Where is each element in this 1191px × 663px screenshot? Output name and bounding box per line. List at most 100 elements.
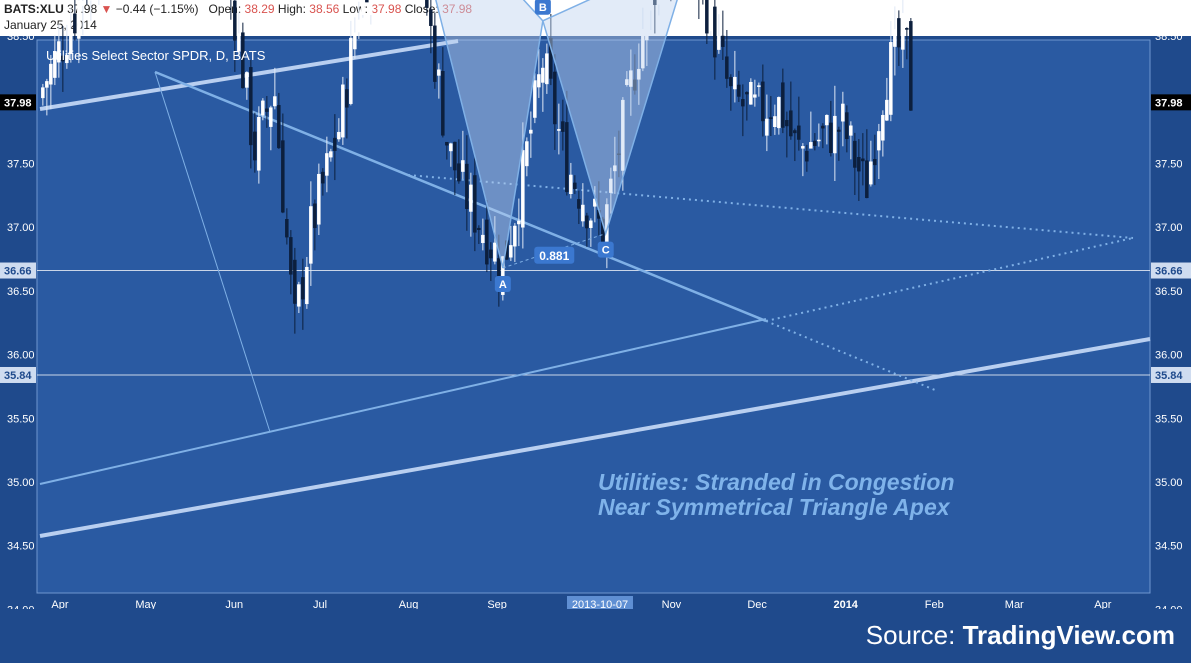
candle-body — [585, 215, 589, 229]
candle-body — [769, 117, 773, 119]
candle-body — [349, 37, 353, 104]
candle-body — [81, 1, 85, 6]
candle-body — [305, 266, 309, 305]
annotation-line-2: Near Symmetrical Triangle Apex — [598, 494, 950, 520]
y-tick-label-left: 35.50 — [7, 413, 35, 425]
pattern-point-badge — [494, 275, 511, 292]
price-tag-left — [0, 94, 36, 111]
x-tick-label: Mar — [1005, 599, 1024, 611]
candle-body — [333, 137, 337, 151]
x-tick-label: Apr — [1094, 599, 1111, 611]
candle-body — [549, 37, 553, 79]
candle-body — [237, 33, 241, 52]
candle-body — [269, 107, 273, 127]
y-tick-label-right: 35.00 — [1155, 477, 1183, 489]
candle-body — [569, 174, 573, 194]
candle-body — [509, 245, 513, 258]
candle-body — [477, 227, 481, 230]
candle-body — [565, 122, 569, 193]
y-tick-label-right: 37.00 — [1155, 222, 1183, 234]
candle-body — [637, 68, 641, 80]
y-tick-label-right: 35.50 — [1155, 413, 1183, 425]
candle-body — [897, 18, 901, 48]
open-value: 38.29 — [244, 2, 275, 16]
source-prefix: Source: — [865, 620, 963, 650]
x-tick-label: Nov — [662, 599, 682, 611]
x-tick-label: Apr — [51, 599, 68, 611]
candle-body — [729, 77, 733, 87]
chart-panel — [36, 39, 1151, 594]
candle-body — [641, 28, 645, 69]
price-tag-right-text: 35.84 — [1155, 370, 1183, 382]
candle-body — [489, 249, 493, 259]
triangle-resistance-line — [154, 70, 767, 323]
candle-body — [841, 103, 845, 122]
candle-body — [57, 41, 61, 63]
candle-body — [553, 71, 557, 125]
y-tick-label-right: 38.50 — [1155, 31, 1183, 43]
candle-body — [541, 67, 545, 83]
candle-body — [249, 67, 253, 146]
triangle-support-line — [39, 318, 767, 485]
candle-body — [77, 0, 81, 39]
candle-body — [361, 0, 365, 16]
candle-body — [425, 0, 429, 8]
y-tick-label-left: 34.50 — [7, 541, 35, 553]
candle-body — [889, 42, 893, 115]
candle-body — [781, 82, 785, 128]
candle-body — [801, 146, 805, 149]
candle-body — [441, 71, 445, 136]
x-highlight-label: 2013-10-07 — [572, 599, 628, 611]
source-brand[interactable]: TradingView.com — [962, 620, 1175, 650]
candle-body — [369, 0, 373, 16]
candle-body — [869, 161, 873, 185]
candle-body — [45, 81, 49, 88]
price-tag-left — [0, 262, 36, 279]
price-tag-left — [0, 366, 36, 383]
y-tick-label-left: 38.50 — [7, 31, 35, 43]
candle-body — [285, 219, 289, 238]
candle-body — [633, 79, 637, 91]
candle-body — [73, 13, 77, 34]
candle-body — [265, 108, 269, 112]
symbol-label[interactable]: BATS:XLU — [4, 2, 64, 16]
candle-body — [629, 70, 633, 87]
candle-body — [805, 150, 809, 162]
candle-body — [517, 220, 521, 225]
x-highlight-box — [566, 596, 633, 612]
pattern-point-label: C — [602, 245, 610, 257]
candle-body — [737, 84, 741, 97]
candle-body — [625, 79, 629, 86]
candle-body — [493, 242, 497, 262]
dotted-top-line — [407, 174, 1134, 239]
upper-channel-line — [39, 39, 459, 111]
footer — [0, 609, 1191, 663]
annotation-line-1: Utilities: Stranded in Congestion — [598, 469, 955, 495]
candle-body — [813, 140, 817, 146]
price-tag-left-text: 35.84 — [4, 370, 32, 382]
price-tag-left-text: 37.98 — [4, 97, 32, 109]
candle-body — [357, 19, 361, 33]
candle-body — [233, 0, 237, 41]
candle-body — [865, 160, 869, 199]
candle-body — [777, 97, 781, 129]
pattern-ratio-badge — [534, 246, 575, 264]
candle-body — [465, 163, 469, 209]
candle-body — [901, 13, 905, 50]
candle-body — [789, 110, 793, 137]
chart-annotation: Utilities: Stranded in Congestion Near S… — [598, 470, 955, 520]
candle-body — [273, 96, 277, 107]
candle-body — [301, 277, 305, 300]
candle-body — [473, 175, 477, 233]
candle-body — [557, 129, 561, 131]
candle-body — [453, 141, 457, 171]
candle-body — [501, 256, 505, 295]
candle-body — [761, 81, 765, 122]
candle-body — [49, 63, 53, 85]
candle-body — [881, 114, 885, 141]
candle-body — [513, 225, 517, 247]
x-tick-label: Jun — [225, 599, 243, 611]
candle-body — [581, 204, 585, 222]
close-value: 37.98 — [442, 2, 472, 16]
